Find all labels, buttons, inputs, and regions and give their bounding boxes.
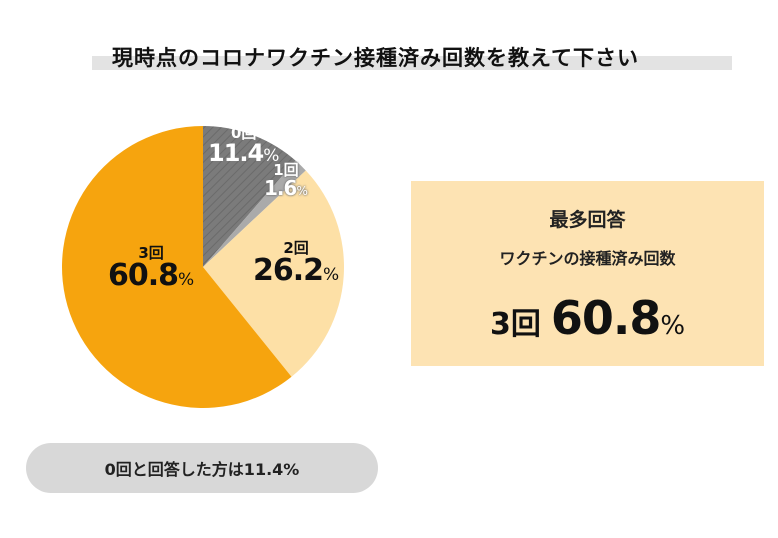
- slice-label-3: 3回 60.8%: [108, 246, 194, 291]
- title-underline-bar: [92, 56, 732, 70]
- slice-value-0: 11.4: [208, 139, 264, 167]
- top-answer-box: 最多回答 ワクチンの接種済み回数 3回 60.8%: [411, 181, 764, 366]
- slice-category-3: 3回: [138, 244, 164, 262]
- slice-label-0: 0回 11.4%: [208, 124, 280, 167]
- pie-slice-0: [203, 126, 296, 267]
- note-pill: 0回と回答した方は11.4%: [26, 443, 378, 493]
- pie-slices: [62, 125, 344, 408]
- top-answer-count: 3回: [489, 307, 541, 342]
- pie-slice-3: [62, 125, 292, 408]
- pie-slice-2: [203, 170, 344, 377]
- slice-unit-2: %: [323, 265, 340, 285]
- top-answer-percent: 60.8: [550, 291, 661, 345]
- slice-unit-0: %: [263, 146, 280, 166]
- slice-value-3: 60.8: [108, 258, 179, 293]
- slice-unit-3: %: [178, 270, 195, 290]
- top-answer-heading: 最多回答: [549, 209, 626, 231]
- slice-label-2: 2回 26.2%: [253, 241, 339, 286]
- slice-value-1: 1.6: [264, 176, 297, 200]
- pie-slice-1: [203, 160, 306, 267]
- slice-value-2: 26.2: [253, 253, 324, 288]
- slice-unit-1: %: [296, 184, 308, 198]
- top-answer-unit: %: [660, 311, 686, 341]
- top-answer-subheading: ワクチンの接種済み回数: [499, 249, 676, 268]
- slice-category-1: 1回: [273, 161, 299, 179]
- chart-title: 現時点のコロナワクチン接種済み回数を教えて下さい: [112, 46, 639, 70]
- slice-label-1: 1回 1.6%: [264, 161, 308, 200]
- slice-category-2: 2回: [283, 239, 309, 257]
- top-answer-value: 3回 60.8%: [411, 291, 764, 345]
- slice-category-0: 0回: [230, 124, 257, 142]
- chart-title-wrap: 現時点のコロナワクチン接種済み回数を教えて下さい: [92, 42, 732, 76]
